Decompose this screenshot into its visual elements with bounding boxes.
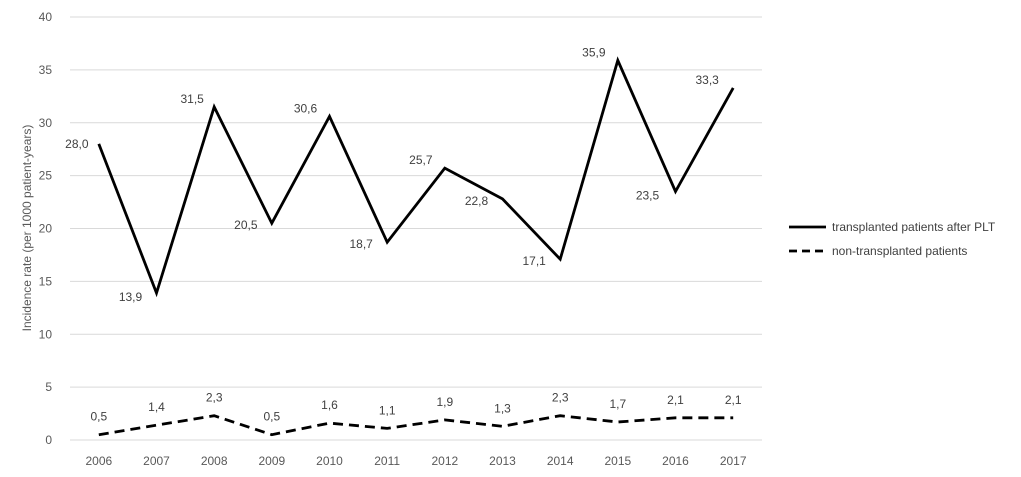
x-tick-label: 2017 xyxy=(720,454,747,468)
data-label: 25,7 xyxy=(409,153,433,167)
y-tick-label: 40 xyxy=(39,10,53,24)
x-tick-label: 2015 xyxy=(604,454,631,468)
data-label: 0,5 xyxy=(263,410,280,424)
x-tick-label: 2010 xyxy=(316,454,343,468)
data-label: 2,3 xyxy=(552,391,569,405)
gridlines xyxy=(70,16,762,441)
data-label: 23,5 xyxy=(636,188,660,202)
x-tick-label: 2008 xyxy=(201,454,228,468)
x-tick-label: 2007 xyxy=(143,454,170,468)
series-line-non-transplanted xyxy=(98,414,734,437)
data-label: 1,1 xyxy=(379,403,396,417)
x-tick-label: 2011 xyxy=(374,454,400,468)
y-tick-label: 5 xyxy=(45,380,52,394)
y-axis-ticks: 0 5 10 15 20 25 30 35 40 xyxy=(39,10,53,447)
data-label: 20,5 xyxy=(234,218,258,232)
data-label: 1,3 xyxy=(494,401,511,415)
x-tick-label: 2006 xyxy=(85,454,112,468)
data-label: 1,7 xyxy=(609,397,626,411)
y-tick-label: 15 xyxy=(39,274,53,288)
data-label: 35,9 xyxy=(582,45,606,59)
x-tick-label: 2013 xyxy=(489,454,516,468)
x-axis-ticks: 2006 2007 2008 2009 2010 2011 2012 2013 2014 2015… xyxy=(85,454,746,468)
y-tick-label: 20 xyxy=(39,222,53,236)
data-label: 28,0 xyxy=(65,137,89,151)
data-label: 22,8 xyxy=(465,194,489,208)
x-tick-label: 2012 xyxy=(431,454,458,468)
data-label: 13,9 xyxy=(119,290,143,304)
data-label: 2,3 xyxy=(206,391,223,405)
data-label: 1,6 xyxy=(321,398,338,412)
y-tick-label: 0 xyxy=(45,433,52,447)
data-label: 17,1 xyxy=(522,254,546,268)
series-line-transplanted xyxy=(97,56,735,298)
data-label: 31,5 xyxy=(180,92,204,106)
series-lines xyxy=(97,56,735,437)
data-label: 2,1 xyxy=(725,393,742,407)
legend-label: transplanted patients after PLT xyxy=(832,220,996,234)
y-axis-label: Incidence rate (per 1000 patient-years) xyxy=(20,125,34,332)
data-label: 0,5 xyxy=(90,410,107,424)
y-tick-label: 10 xyxy=(39,327,53,341)
y-tick-label: 35 xyxy=(39,63,53,77)
x-tick-label: 2009 xyxy=(258,454,285,468)
data-label: 18,7 xyxy=(349,237,373,251)
data-label: 1,4 xyxy=(148,400,165,414)
legend-label: non-transplanted patients xyxy=(832,244,967,258)
data-labels: 28,0 13,9 31,5 20,5 30,6 18,7 25,7 22,8 17,1 35,9… xyxy=(65,45,742,423)
data-label: 30,6 xyxy=(294,101,318,115)
x-tick-label: 2016 xyxy=(662,454,689,468)
y-tick-label: 30 xyxy=(39,116,53,130)
legend: transplanted patients after PLT non-trans… xyxy=(789,220,996,258)
data-label: 33,3 xyxy=(695,73,719,87)
data-label: 1,9 xyxy=(436,395,453,409)
data-label: 2,1 xyxy=(667,393,684,407)
y-tick-label: 25 xyxy=(39,169,53,183)
x-tick-label: 2014 xyxy=(547,454,574,468)
